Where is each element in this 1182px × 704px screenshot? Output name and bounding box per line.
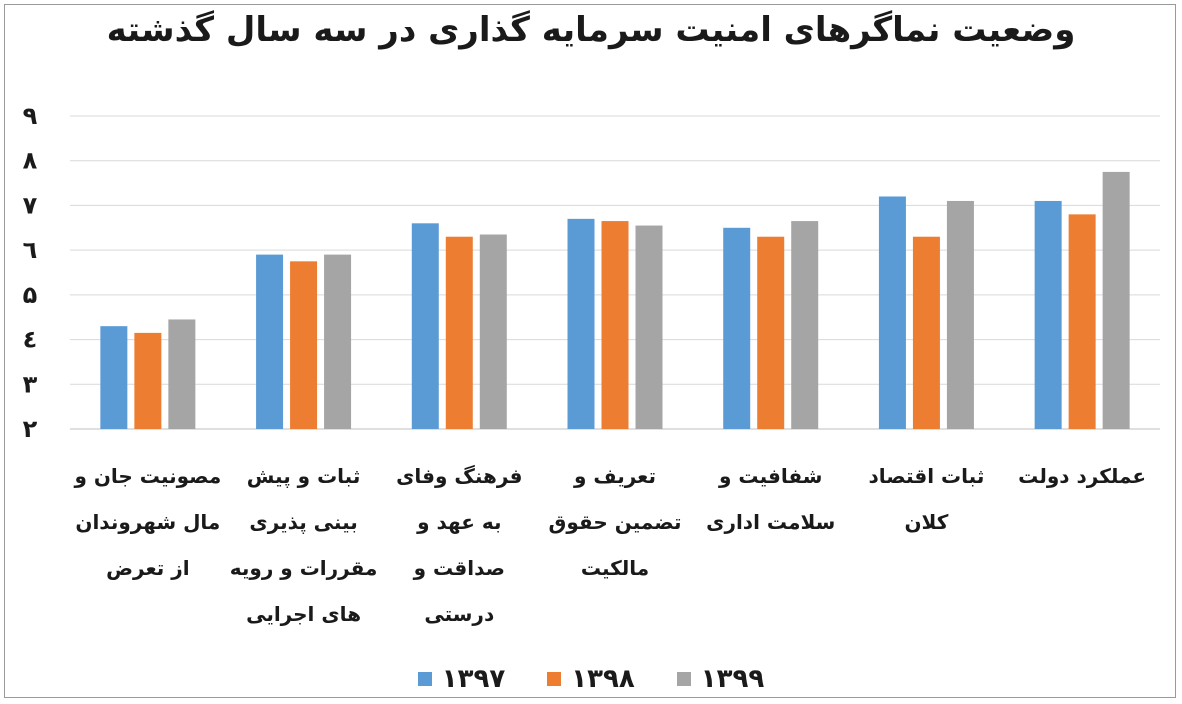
bar <box>757 236 785 429</box>
bar <box>479 234 507 429</box>
bar <box>878 196 906 429</box>
x-category-label: های اجرایی <box>246 602 361 626</box>
bar <box>100 326 128 429</box>
bar <box>791 221 819 429</box>
x-category-label: سلامت اداری <box>706 510 835 534</box>
x-category-label: به عهد و <box>416 510 501 534</box>
y-tick-label: ۳ <box>23 370 38 398</box>
bar <box>946 200 974 429</box>
legend-item: ۱۳۹۷ <box>417 664 506 694</box>
bar <box>635 225 663 429</box>
bar <box>256 254 284 429</box>
legend-label: ۱۳۹۷ <box>441 664 506 694</box>
x-category-label: درستی <box>424 602 494 626</box>
y-tick-label: ٤ <box>23 326 38 354</box>
y-tick-label: ۹ <box>23 102 38 130</box>
y-tick-label: ٦ <box>23 236 38 264</box>
bar <box>567 218 595 429</box>
bar <box>912 236 940 429</box>
chart-title: وضعیت نماگرهای امنیت سرمایه گذاری در سه … <box>106 10 1076 50</box>
bar <box>601 221 629 429</box>
chart-legend: ۱۳۹۷ ۱۳۹۸ ۱۳۹۹ <box>0 664 1182 694</box>
legend-swatch <box>676 672 691 686</box>
legend-swatch <box>417 672 432 686</box>
x-category-label: کلان <box>904 510 948 534</box>
x-category-label: مصونیت جان و <box>73 464 221 488</box>
bar <box>324 254 352 429</box>
bar <box>168 319 196 429</box>
x-category-label: تضمین حقوق <box>549 510 682 534</box>
x-category-label: شفافیت و <box>718 464 822 488</box>
bar <box>723 227 751 429</box>
x-category-label: ثبات و پیش <box>247 464 361 489</box>
bar <box>445 236 473 429</box>
bar <box>290 261 318 429</box>
bar <box>411 223 439 429</box>
y-tick-label: ۸ <box>23 147 38 175</box>
y-tick-label: ۲ <box>23 415 38 443</box>
bar <box>1068 214 1096 429</box>
bar <box>1102 171 1130 429</box>
x-category-label: از تعرض <box>106 556 189 580</box>
x-category-label: صداقت و <box>413 556 505 580</box>
x-category-label: بینی پذیری <box>249 510 357 535</box>
y-tick-label: ۷ <box>23 191 38 219</box>
x-category-label: تعریف و <box>573 464 656 488</box>
legend-item: ۱۳۹۹ <box>676 664 765 694</box>
y-tick-label: ۵ <box>23 281 38 309</box>
x-category-label: فرهنگ وفای <box>396 464 522 488</box>
legend-item: ۱۳۹۸ <box>547 664 635 694</box>
legend-label: ۱۳۹۸ <box>571 664 635 694</box>
x-category-label: مالکیت <box>581 556 649 580</box>
x-category-label: ثبات اقتصاد <box>869 464 985 488</box>
x-category-label: مال شهروندان <box>75 510 220 534</box>
x-category-label: عملکرد دولت <box>1018 464 1146 488</box>
legend-label: ۱۳۹۹ <box>700 664 765 694</box>
bar <box>134 332 162 429</box>
legend-swatch <box>547 672 562 686</box>
x-category-label: مقررات و رویه <box>230 556 378 580</box>
bar <box>1034 200 1062 429</box>
